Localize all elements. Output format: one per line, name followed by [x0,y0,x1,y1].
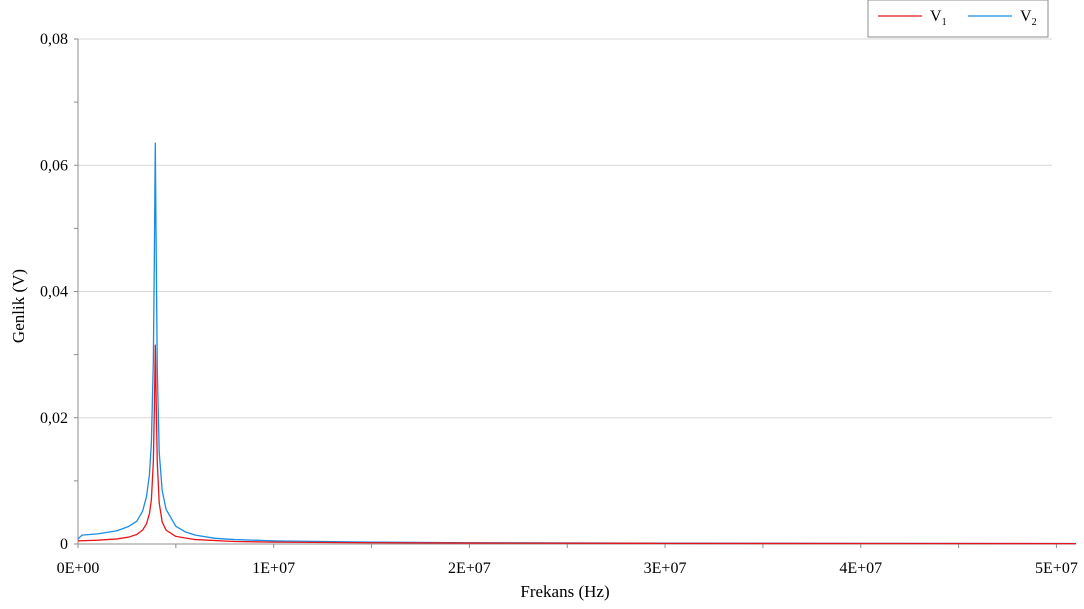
y-axis-title: Genlik (V) [9,269,28,343]
grid-lines [78,38,1052,419]
x-tick-label: 2E+07 [448,560,491,577]
axes [74,38,1076,548]
legend-label-v1: V1 [930,8,947,28]
series-line-v2 [77,142,1077,545]
x-tick-label: 3E+07 [644,560,687,577]
legend-label-v2: V2 [1020,8,1037,28]
y-tick-label: 0,08 [40,31,68,48]
legend-box [867,0,1049,38]
x-tick-label: 0E+00 [57,560,100,577]
series-line-v1 [77,344,1077,545]
legend: V1 V2 [867,0,1049,38]
x-tick-label: 1E+07 [252,560,295,577]
x-tick-label: 4E+07 [839,560,882,577]
y-tick-label: 0,02 [40,410,68,427]
x-tick-label: 5E+07 [1035,560,1078,577]
y-tick-label: 0,04 [40,284,68,301]
y-tick-label: 0,06 [40,157,68,174]
x-axis-title: Frekans (Hz) [520,582,609,601]
y-tick-label: 0 [60,536,68,553]
tick-labels: 0 0,02 0,04 0,06 0,08 0E+00 1E+07 2E+07 3E+07 4E+… [40,31,1078,577]
series-lines [77,142,1077,545]
